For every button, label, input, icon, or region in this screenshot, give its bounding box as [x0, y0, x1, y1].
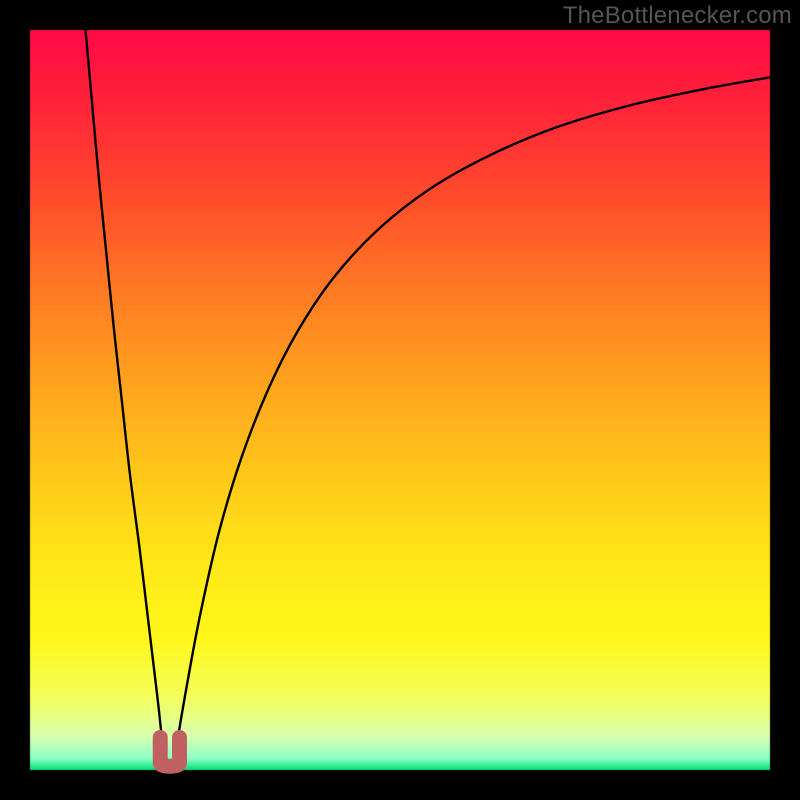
stage: TheBottlenecker.com — [0, 0, 800, 800]
gradient-plot-area — [0, 0, 800, 800]
watermark-text: TheBottlenecker.com — [563, 2, 792, 30]
